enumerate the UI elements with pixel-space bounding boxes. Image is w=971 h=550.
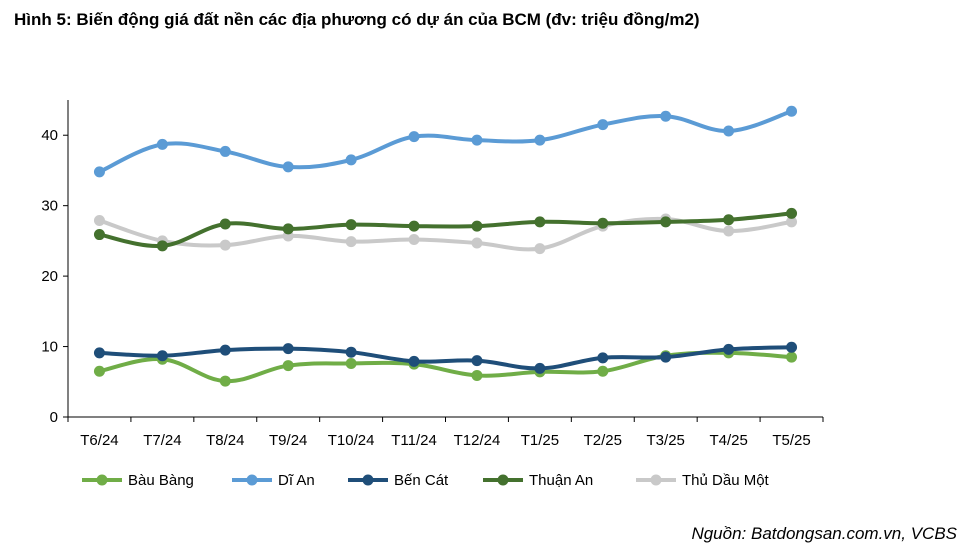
legend-label: Thủ Dầu Một	[682, 472, 770, 489]
x-tick-label: T12/24	[454, 432, 501, 449]
data-point	[534, 362, 546, 374]
data-point	[471, 220, 483, 232]
data-point	[660, 110, 672, 122]
data-point	[408, 355, 420, 367]
x-tick-label: T1/25	[521, 432, 559, 449]
chart-title: Hình 5: Biến động giá đất nền các địa ph…	[14, 10, 700, 29]
legend-item: Bàu Bàng	[82, 472, 194, 489]
data-point	[723, 125, 735, 137]
x-tick-label: T4/25	[709, 432, 747, 449]
data-point	[345, 154, 357, 166]
legend-marker	[650, 474, 662, 486]
x-tick-label: T6/24	[80, 432, 118, 449]
x-tick-label: T2/25	[584, 432, 622, 449]
y-tick-label: 30	[41, 198, 58, 215]
y-tick-label: 10	[41, 339, 58, 356]
data-point	[156, 240, 168, 252]
legend-marker	[497, 474, 509, 486]
legend-item: Thủ Dầu Một	[636, 472, 770, 489]
data-point	[597, 217, 609, 229]
series-di-an	[93, 105, 798, 178]
legend-label: Bàu Bàng	[128, 472, 194, 489]
data-point	[345, 346, 357, 358]
legend-item: Bến Cát	[348, 472, 449, 489]
data-point	[345, 219, 357, 231]
legend-label: Thuận An	[529, 472, 593, 489]
data-point	[282, 343, 294, 355]
data-point	[786, 207, 798, 219]
data-point	[345, 357, 357, 369]
series-line	[97, 345, 794, 371]
series-ben-cat	[93, 341, 798, 374]
y-tick-label: 0	[50, 409, 58, 426]
data-point	[93, 166, 105, 178]
y-tick-label: 20	[41, 268, 58, 285]
legend-label: Bến Cát	[394, 472, 449, 489]
data-point	[408, 220, 420, 232]
series-thuan-an	[93, 207, 798, 252]
data-point	[471, 134, 483, 146]
data-point	[408, 131, 420, 143]
data-point	[408, 233, 420, 245]
chart-series	[93, 105, 798, 387]
x-tick-label: T3/25	[647, 432, 685, 449]
x-tick-label: T11/24	[391, 432, 437, 449]
series-line	[97, 350, 794, 384]
legend-label: Dĩ An	[278, 472, 315, 489]
data-point	[597, 365, 609, 377]
data-point	[93, 214, 105, 226]
series-line	[97, 216, 794, 252]
legend-marker	[96, 474, 108, 486]
data-point	[282, 360, 294, 372]
data-point	[471, 237, 483, 249]
data-point	[534, 216, 546, 228]
data-point	[93, 365, 105, 377]
data-point	[660, 351, 672, 363]
data-point	[534, 134, 546, 146]
data-point	[471, 355, 483, 367]
x-tick-label: T5/25	[772, 432, 810, 449]
data-point	[219, 239, 231, 251]
data-point	[786, 341, 798, 353]
data-point	[660, 216, 672, 228]
legend-marker	[362, 474, 374, 486]
data-point	[786, 105, 798, 117]
data-point	[345, 236, 357, 248]
y-tick-label: 40	[41, 127, 58, 144]
data-point	[786, 216, 798, 228]
data-point	[471, 369, 483, 381]
data-point	[282, 161, 294, 173]
data-point	[597, 119, 609, 131]
chart-axes: 0 10 20 30 40 T6/24 T7/24 T8/24 T9/24 T10/24 T11/2…	[41, 100, 824, 449]
legend-item: Dĩ An	[232, 472, 315, 489]
legend-marker	[246, 474, 258, 486]
data-point	[786, 351, 798, 363]
x-tick-label: T9/24	[269, 432, 307, 449]
data-point	[219, 145, 231, 157]
data-point	[723, 343, 735, 355]
data-point	[723, 214, 735, 226]
x-tick-label: T10/24	[328, 432, 375, 449]
x-tick-label: T8/24	[206, 432, 244, 449]
legend-item: Thuận An	[483, 472, 593, 489]
data-point	[219, 344, 231, 356]
data-point	[156, 138, 168, 150]
data-point	[93, 229, 105, 241]
data-point	[93, 347, 105, 359]
data-point	[282, 223, 294, 235]
data-point	[597, 352, 609, 364]
source-note: Nguồn: Batdongsan.com.vn, VCBS	[691, 524, 957, 543]
x-tick-label: T7/24	[143, 432, 181, 449]
data-point	[534, 243, 546, 255]
data-point	[156, 350, 168, 362]
data-point	[219, 375, 231, 387]
data-point	[219, 218, 231, 230]
series-line	[97, 109, 794, 174]
chart-legend: Bàu Bàng Dĩ An Bến Cát Thuận An Thủ Dầu Một	[82, 472, 770, 489]
data-point	[723, 225, 735, 237]
